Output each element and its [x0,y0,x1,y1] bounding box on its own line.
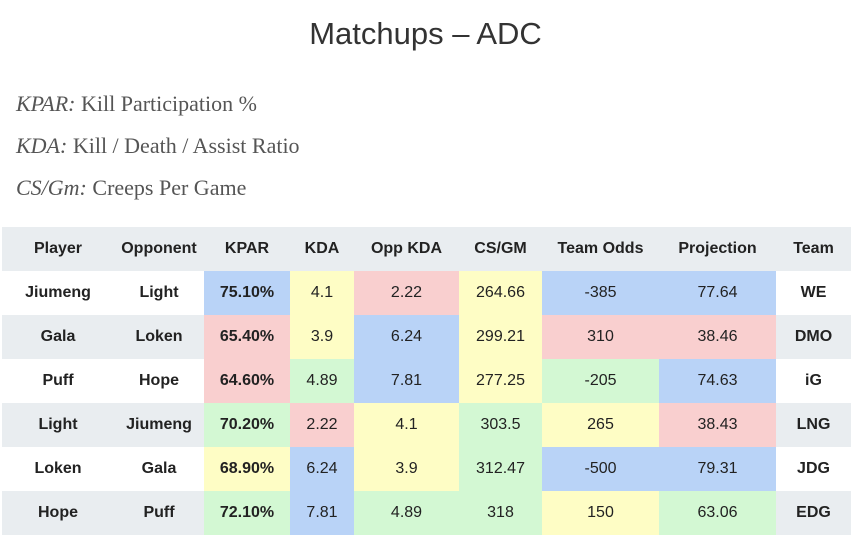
table-row: Gala Loken 65.40% 3.9 6.24 299.21 310 38… [2,315,851,359]
team-cell: WE [776,271,851,315]
projection-cell: 63.06 [659,491,776,535]
kpar-cell: 65.40% [204,315,290,359]
definition-meaning: Creeps Per Game [92,175,247,200]
table-row: Hope Puff 72.10% 7.81 4.89 318 150 63.06… [2,491,851,535]
opponent-cell: Loken [114,315,204,359]
column-header-team: Team [776,227,851,271]
table-row: Loken Gala 68.90% 6.24 3.9 312.47 -500 7… [2,447,851,491]
kpar-cell: 70.20% [204,403,290,447]
column-header-cs-gm: CS/GM [459,227,542,271]
cs-gm-cell: 312.47 [459,447,542,491]
team-odds-cell: -205 [542,359,659,403]
column-header-player: Player [2,227,114,271]
definition-kda: KDA: Kill / Death / Assist Ratio [16,128,300,170]
definition-term: CS/Gm: [16,175,87,200]
column-header-opponent: Opponent [114,227,204,271]
team-odds-cell: 265 [542,403,659,447]
column-header-opp-kda: Opp KDA [354,227,459,271]
kda-cell: 3.9 [290,315,354,359]
kpar-cell: 64.60% [204,359,290,403]
definition-cs-gm: CS/Gm: Creeps Per Game [16,170,300,212]
opponent-cell: Light [114,271,204,315]
opp-kda-cell: 4.89 [354,491,459,535]
player-cell: Light [2,403,114,447]
player-cell: Loken [2,447,114,491]
column-header-team-odds: Team Odds [542,227,659,271]
opp-kda-cell: 3.9 [354,447,459,491]
kda-cell: 4.89 [290,359,354,403]
team-cell: iG [776,359,851,403]
kda-cell: 4.1 [290,271,354,315]
opponent-cell: Jiumeng [114,403,204,447]
column-header-kda: KDA [290,227,354,271]
team-odds-cell: -385 [542,271,659,315]
team-odds-cell: -500 [542,447,659,491]
cs-gm-cell: 264.66 [459,271,542,315]
table-row: Jiumeng Light 75.10% 4.1 2.22 264.66 -38… [2,271,851,315]
definition-term: KDA: [16,133,68,158]
projection-cell: 38.46 [659,315,776,359]
team-cell: JDG [776,447,851,491]
projection-cell: 79.31 [659,447,776,491]
page-title: Matchups – ADC [309,16,542,51]
kpar-cell: 68.90% [204,447,290,491]
cs-gm-cell: 277.25 [459,359,542,403]
opponent-cell: Hope [114,359,204,403]
matchups-table: Player Opponent KPAR KDA Opp KDA CS/GM T… [2,227,851,535]
opp-kda-cell: 4.1 [354,403,459,447]
opponent-cell: Puff [114,491,204,535]
cs-gm-cell: 303.5 [459,403,542,447]
team-odds-cell: 310 [542,315,659,359]
player-cell: Puff [2,359,114,403]
definition-meaning: Kill Participation % [80,91,257,116]
kda-cell: 2.22 [290,403,354,447]
opp-kda-cell: 2.22 [354,271,459,315]
table-row: Light Jiumeng 70.20% 2.22 4.1 303.5 265 … [2,403,851,447]
player-cell: Hope [2,491,114,535]
cs-gm-cell: 318 [459,491,542,535]
kda-cell: 6.24 [290,447,354,491]
team-cell: LNG [776,403,851,447]
definitions-list: KPAR: Kill Participation % KDA: Kill / D… [16,86,300,212]
opp-kda-cell: 7.81 [354,359,459,403]
table-header-row: Player Opponent KPAR KDA Opp KDA CS/GM T… [2,227,851,271]
definition-term: KPAR: [16,91,76,116]
column-header-projection: Projection [659,227,776,271]
projection-cell: 74.63 [659,359,776,403]
projection-cell: 77.64 [659,271,776,315]
kpar-cell: 72.10% [204,491,290,535]
team-cell: DMO [776,315,851,359]
column-header-kpar: KPAR [204,227,290,271]
table-row: Puff Hope 64.60% 4.89 7.81 277.25 -205 7… [2,359,851,403]
projection-cell: 38.43 [659,403,776,447]
definition-meaning: Kill / Death / Assist Ratio [72,133,300,158]
opponent-cell: Gala [114,447,204,491]
kpar-cell: 75.10% [204,271,290,315]
definition-kpar: KPAR: Kill Participation % [16,86,300,128]
team-cell: EDG [776,491,851,535]
player-cell: Gala [2,315,114,359]
kda-cell: 7.81 [290,491,354,535]
opp-kda-cell: 6.24 [354,315,459,359]
team-odds-cell: 150 [542,491,659,535]
player-cell: Jiumeng [2,271,114,315]
cs-gm-cell: 299.21 [459,315,542,359]
